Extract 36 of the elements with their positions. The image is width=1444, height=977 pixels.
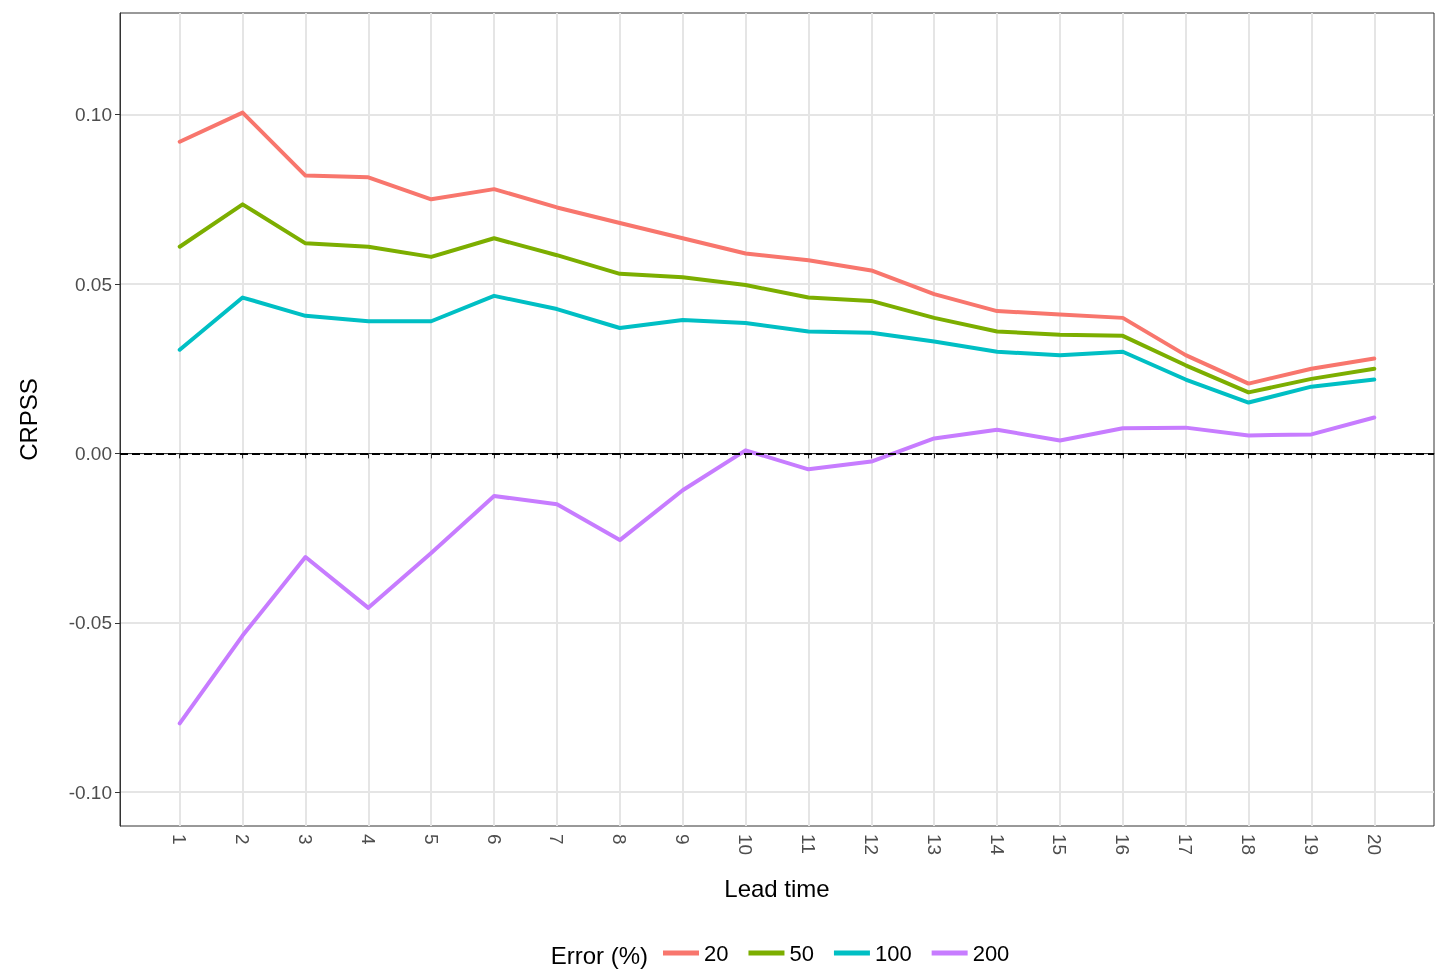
x-tick-label: 16 bbox=[1112, 834, 1134, 856]
line-series bbox=[177, 202, 1377, 395]
legend-label: 200 bbox=[972, 940, 1010, 966]
x-tick-label: 7 bbox=[546, 834, 568, 845]
x-tick-label: 11 bbox=[797, 834, 819, 854]
x-tick-label: 15 bbox=[1049, 834, 1071, 856]
x-tick-label: 14 bbox=[986, 834, 1008, 856]
x-tick-label: 19 bbox=[1300, 834, 1322, 856]
line-series bbox=[177, 110, 1377, 386]
legend-label: 20 bbox=[704, 940, 729, 966]
y-tick-label: 0.05 bbox=[75, 273, 112, 295]
x-tick-label: 3 bbox=[294, 834, 316, 845]
x-tick-label: 2 bbox=[232, 834, 254, 845]
x-axis-title: Lead time bbox=[724, 874, 830, 902]
line-series bbox=[177, 293, 1377, 405]
x-tick-label: 8 bbox=[609, 834, 631, 845]
x-tick-label: 13 bbox=[923, 834, 945, 856]
x-tick-label: 6 bbox=[483, 834, 505, 845]
y-axis-title: CRPSS bbox=[14, 378, 42, 461]
y-tick-label: 0.00 bbox=[75, 442, 112, 464]
x-tick-label: 10 bbox=[735, 834, 757, 856]
x-tick-label: 1 bbox=[169, 834, 191, 845]
legend-label: 50 bbox=[789, 940, 814, 966]
y-tick-label: -0.10 bbox=[68, 781, 112, 803]
legend-title: Error (%) bbox=[550, 941, 648, 969]
x-tick-label: 20 bbox=[1363, 834, 1385, 856]
line-series bbox=[177, 415, 1377, 726]
y-tick-label: -0.05 bbox=[68, 612, 112, 634]
x-tick-label: 18 bbox=[1238, 834, 1260, 856]
y-tick-label: 0.10 bbox=[75, 104, 112, 126]
x-tick-label: 5 bbox=[420, 834, 442, 845]
x-tick-label: 9 bbox=[672, 834, 694, 845]
x-tick-label: 12 bbox=[860, 834, 882, 856]
legend-label: 100 bbox=[874, 940, 912, 966]
x-tick-label: 17 bbox=[1175, 834, 1197, 856]
x-tick-label: 4 bbox=[357, 834, 379, 845]
